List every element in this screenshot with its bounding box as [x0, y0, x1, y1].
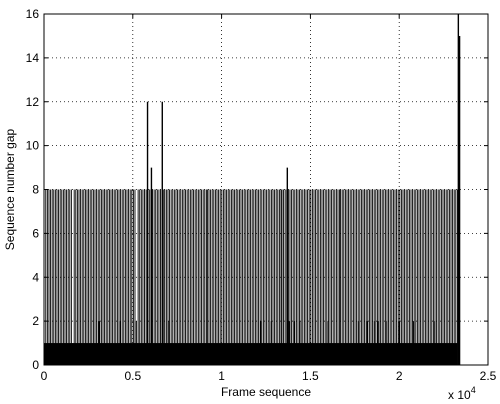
- y-tick-label: 10: [26, 139, 40, 153]
- baseline-band: [44, 343, 458, 365]
- y-tick-label: 4: [32, 270, 39, 284]
- y-tick-label: 12: [26, 95, 40, 109]
- x-tick-label: 2: [396, 369, 403, 383]
- x-tick-label: 0: [41, 369, 48, 383]
- y-tick-label: 0: [32, 358, 39, 372]
- x-axis-multiplier: x 104: [448, 385, 476, 402]
- tick-labels: 0 0.5 1 1.5 2 2.5 0 2 4 6 8 10 12 14 16: [26, 7, 497, 383]
- bars: [44, 14, 461, 365]
- x-axis-title: Frame sequence: [221, 385, 311, 399]
- x-tick-label: 0.5: [124, 369, 141, 383]
- y-tick-label: 16: [26, 7, 40, 21]
- x-tick-label: 1.5: [302, 369, 319, 383]
- x-multiplier-exponent: 4: [471, 385, 476, 395]
- y-tick-label: 14: [26, 51, 40, 65]
- y-tick-label: 2: [32, 314, 39, 328]
- x-tick-label: 1: [218, 369, 225, 383]
- ticks: [43, 13, 489, 366]
- y-axis-title: Sequence number gap: [3, 128, 17, 250]
- x-tick-label: 2.5: [480, 369, 497, 383]
- y-tick-label: 8: [32, 183, 39, 197]
- x-multiplier-base: x 10: [448, 388, 471, 402]
- y-tick-label: 6: [32, 226, 39, 240]
